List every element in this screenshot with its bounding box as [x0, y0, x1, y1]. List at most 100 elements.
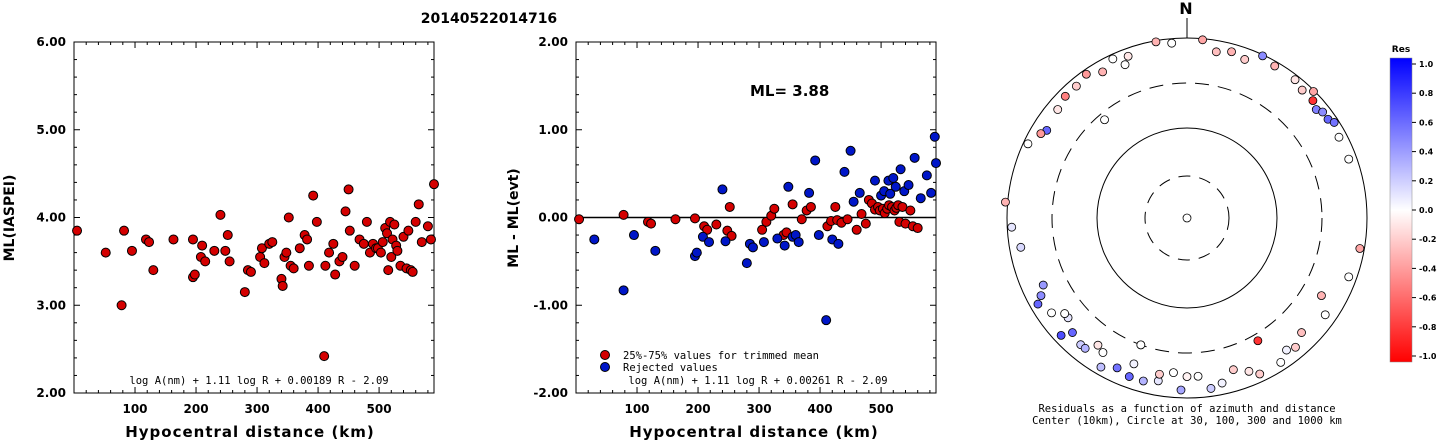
data-point: [72, 225, 83, 236]
y-tick-label: 3.00: [36, 298, 66, 312]
station-marker: [1124, 372, 1134, 381]
y-tick-label: 5.00: [36, 123, 66, 137]
data-point: [895, 164, 906, 175]
station-marker: [1244, 366, 1254, 376]
y-tick-label: 2.00: [36, 386, 66, 400]
legend: 25%-75% values for trimmed mean Rejected…: [600, 350, 819, 374]
data-point: [833, 238, 844, 249]
x-tick-label: 200: [184, 402, 209, 416]
station-marker: [1253, 336, 1263, 346]
data-point: [689, 213, 700, 224]
data-point: [618, 285, 629, 296]
station-marker: [1344, 272, 1354, 282]
station-marker: [1211, 47, 1221, 57]
data-point: [330, 269, 341, 280]
station-marker: [1036, 291, 1046, 301]
x-tick-label: 500: [869, 402, 894, 416]
data-point: [787, 199, 798, 210]
data-point: [283, 212, 294, 223]
data-point: [277, 280, 288, 291]
data-point: [646, 218, 657, 229]
data-point: [382, 228, 393, 239]
station-marker: [1038, 280, 1048, 290]
station-marker: [1138, 376, 1148, 386]
station-marker: [1016, 242, 1026, 252]
data-point: [288, 263, 299, 274]
data-point: [168, 234, 179, 245]
data-point: [903, 180, 914, 191]
caption-line-2: Center (10km), Circle at 30, 100, 300 an…: [1032, 415, 1342, 427]
panel-azimuth-residuals: N Residuals as a function of azimuth and…: [1001, 0, 1368, 427]
colorbar-tick-label: 0.2: [1419, 177, 1433, 186]
y-tick-label: -1.00: [533, 298, 568, 312]
station-marker: [1007, 222, 1017, 232]
data-point: [804, 187, 815, 198]
station-marker: [1270, 61, 1280, 71]
data-point: [429, 179, 439, 190]
station-marker: [1255, 369, 1265, 379]
legend-marker-rejected: [600, 362, 610, 372]
data-point: [574, 214, 585, 225]
data-point: [389, 219, 400, 230]
station-marker: [1217, 378, 1227, 388]
data-point: [670, 214, 681, 225]
data-point: [931, 158, 941, 169]
station-marker: [1093, 340, 1103, 350]
panel-ml-iaspei: 2.00 3.00 4.00 5.00 6.00 100 200 300 400 500 ML(…: [2, 35, 439, 441]
station-marker: [1329, 118, 1339, 127]
station-marker: [1297, 85, 1307, 95]
data-point: [839, 166, 850, 177]
station-marker: [1182, 372, 1192, 382]
station-marker: [1309, 87, 1318, 96]
data-point: [220, 245, 231, 256]
station-marker: [1123, 51, 1133, 61]
station-marker: [1308, 96, 1318, 106]
x-axis-label: Hypocentral distance (km): [125, 423, 375, 441]
colorbar-tick-label: 0.4: [1419, 148, 1434, 157]
data-point: [772, 233, 783, 244]
data-point: [358, 238, 369, 249]
data-point: [422, 221, 433, 232]
station-marker: [1334, 132, 1344, 142]
data-point: [856, 208, 867, 219]
x-tick-label: 400: [808, 402, 833, 416]
y-tick-label: 2.00: [538, 35, 568, 49]
station-marker: [1056, 330, 1066, 340]
station-marker: [1320, 310, 1330, 320]
data-point: [148, 265, 159, 276]
x-tick-label: 100: [122, 402, 147, 416]
x-tick-label: 300: [747, 402, 772, 416]
x-tick-label: 200: [686, 402, 711, 416]
data-point: [691, 247, 702, 258]
colorbar-tick-label: -0.8: [1419, 323, 1437, 332]
y-tick-label: 6.00: [36, 35, 66, 49]
station-marker: [1155, 369, 1164, 379]
data-point: [854, 187, 865, 198]
data-point: [222, 230, 233, 241]
station-marker: [1198, 35, 1207, 45]
colorbar-tick-label: -0.4: [1419, 264, 1437, 273]
legend-marker-trimmed: [600, 350, 610, 360]
station-marker: [1060, 91, 1070, 101]
north-label: N: [1179, 0, 1192, 18]
station-marker: [1120, 60, 1130, 70]
data-point: [344, 225, 355, 236]
data-point: [386, 251, 397, 262]
data-point: [340, 206, 351, 217]
station-marker: [1071, 81, 1081, 91]
data-point: [328, 238, 339, 249]
station-marker: [1291, 342, 1300, 352]
data-point: [343, 184, 354, 195]
station-marker: [1053, 105, 1063, 114]
data-point: [869, 175, 880, 186]
station-marker: [1317, 291, 1326, 301]
station-marker: [1344, 154, 1354, 164]
station-marker: [1112, 363, 1122, 373]
data-point: [758, 237, 769, 248]
data-point: [239, 287, 250, 298]
station-marker: [1169, 368, 1178, 378]
data-point: [821, 315, 832, 326]
data-point: [294, 243, 305, 254]
data-point: [810, 155, 821, 166]
